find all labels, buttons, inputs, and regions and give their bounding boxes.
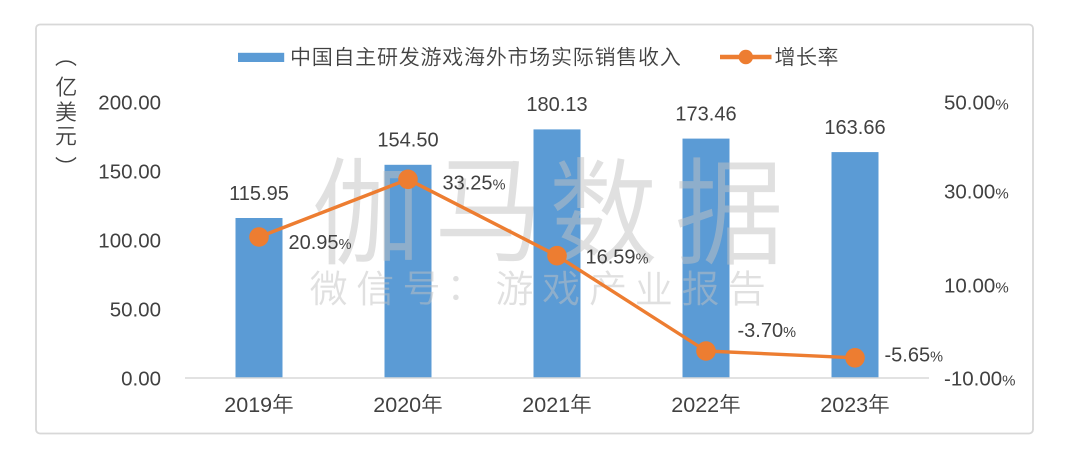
svg-text:50.00%: 50.00% xyxy=(944,92,1009,115)
svg-text:163.66: 163.66 xyxy=(824,117,885,139)
svg-text:154.50: 154.50 xyxy=(377,130,438,152)
svg-text:-10.00%: -10.00% xyxy=(944,368,1015,391)
svg-text:16.59%: 16.59% xyxy=(586,246,649,268)
svg-text:-3.70%: -3.70% xyxy=(738,320,797,342)
svg-text:2021: 2021 xyxy=(522,393,570,417)
svg-text:180.13: 180.13 xyxy=(526,94,587,116)
svg-text:10.00%: 10.00% xyxy=(944,275,1009,298)
svg-text:100.00: 100.00 xyxy=(98,230,161,253)
svg-text:0.00: 0.00 xyxy=(121,368,161,391)
svg-text:200.00: 200.00 xyxy=(98,92,161,115)
svg-text:2020: 2020 xyxy=(373,393,421,417)
svg-text:2019: 2019 xyxy=(224,393,272,417)
svg-text:115.95: 115.95 xyxy=(229,183,289,205)
svg-text:173.46: 173.46 xyxy=(675,103,736,125)
svg-text:2022: 2022 xyxy=(671,393,719,417)
svg-text:20.95%: 20.95% xyxy=(289,232,352,254)
svg-text:30.00%: 30.00% xyxy=(944,181,1009,204)
svg-text:2023: 2023 xyxy=(820,393,868,417)
svg-text:-5.65%: -5.65% xyxy=(885,345,944,367)
svg-text:50.00: 50.00 xyxy=(110,299,161,322)
svg-text:150.00: 150.00 xyxy=(98,161,161,184)
svg-text:33.25%: 33.25% xyxy=(443,173,506,195)
